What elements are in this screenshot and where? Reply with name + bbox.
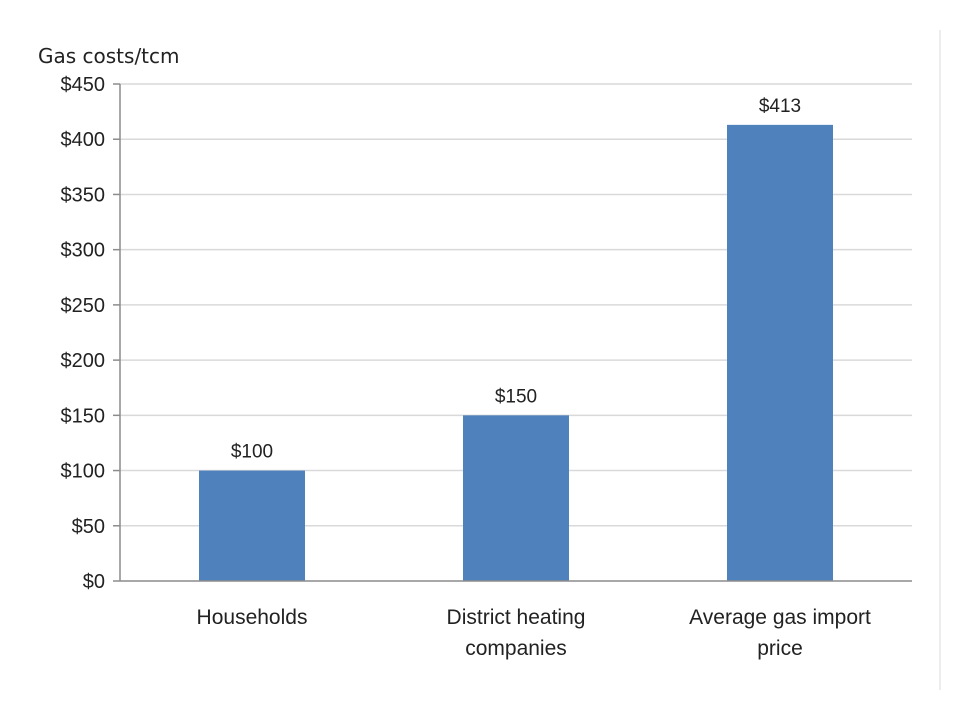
y-axis-label: Gas costs/tcm	[38, 44, 180, 68]
y-tick-label: $450	[61, 74, 106, 96]
y-tick-label: $50	[72, 516, 105, 538]
y-tick-label: $100	[61, 461, 106, 483]
bar	[727, 124, 833, 581]
bar	[199, 470, 305, 581]
y-tick-labels: $0 $50 $100 $150 $200 $250 $300 $350 $400 $450	[61, 74, 106, 593]
y-tick-label: $0	[83, 571, 105, 593]
data-label: $150	[495, 386, 537, 407]
category-label: Average gas import	[689, 606, 871, 629]
y-tick-label: $250	[61, 295, 106, 317]
category-labels: Households District heating companies Avera…	[197, 606, 871, 660]
category-label: price	[757, 637, 803, 660]
y-tick-label: $150	[61, 405, 106, 427]
data-label: $413	[759, 96, 801, 117]
data-label: $100	[231, 442, 273, 463]
category-label: District heating	[447, 606, 586, 629]
category-label: companies	[465, 637, 567, 660]
y-tick-label: $350	[61, 184, 106, 206]
data-labels: $100 $150 $413	[231, 96, 801, 463]
bars	[199, 124, 833, 581]
y-tick-label: $300	[61, 240, 106, 262]
y-tick-label: $400	[61, 129, 106, 151]
y-tick-label: $200	[61, 350, 106, 372]
bar	[463, 415, 569, 581]
category-label: Households	[197, 606, 308, 629]
axes	[113, 83, 912, 582]
